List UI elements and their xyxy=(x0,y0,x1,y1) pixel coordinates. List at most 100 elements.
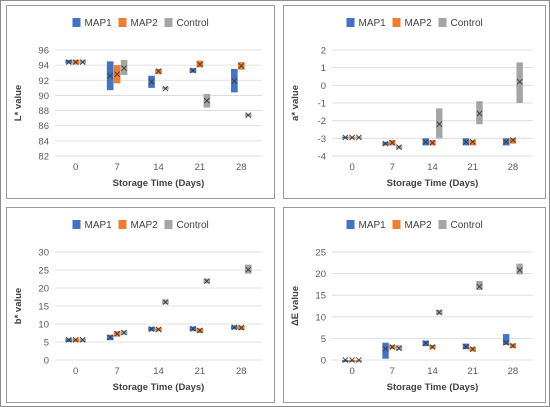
box-map1-7 xyxy=(382,342,389,359)
y-tick-label: 90 xyxy=(38,91,49,102)
box-map2-28 xyxy=(509,138,517,144)
mean-marker-map1-14 xyxy=(148,78,155,85)
mean-marker-map1-28 xyxy=(503,138,510,145)
x-tick-label: 21 xyxy=(467,366,478,377)
legend-swatch-map1 xyxy=(72,18,81,27)
mean-marker-map2-7 xyxy=(389,344,396,350)
mean-marker-map1-14 xyxy=(148,326,155,332)
y-tick-label: 20 xyxy=(38,284,49,295)
legend-label: MAP2 xyxy=(405,18,433,29)
mean-marker-map1-21 xyxy=(190,67,196,74)
mean-marker-control-14 xyxy=(436,121,443,128)
mean-marker-control-21 xyxy=(476,110,483,117)
x-tick-label: 28 xyxy=(236,366,247,377)
y-tick-label: 84 xyxy=(38,136,49,147)
mean-marker-map2-0 xyxy=(72,336,79,343)
mean-marker-map2-28 xyxy=(509,137,516,144)
mean-marker-map1-21 xyxy=(463,138,469,145)
box-control-7 xyxy=(395,345,403,351)
y-tick-label: 82 xyxy=(38,152,49,163)
y-tick-label: 20 xyxy=(315,269,326,280)
x-tick-label: 14 xyxy=(427,366,438,377)
x-tick-label: 7 xyxy=(390,366,395,377)
x-tick-label: 7 xyxy=(390,162,395,173)
legend-label: MAP2 xyxy=(131,220,159,231)
mean-marker-control-0 xyxy=(355,134,362,141)
legend-swatch-map1 xyxy=(346,18,355,27)
mean-marker-control-21 xyxy=(203,97,210,104)
x-tick-label: 0 xyxy=(349,162,354,173)
mean-marker-control-7 xyxy=(121,329,127,336)
y-tick-label: 25 xyxy=(315,248,326,259)
mean-marker-map1-28 xyxy=(503,339,510,346)
mean-marker-control-14 xyxy=(162,299,169,305)
mean-marker-map2-0 xyxy=(72,59,79,66)
x-tick-label: 14 xyxy=(427,162,438,173)
chart-b-value: 0 5 10 15 20 25 30 0 7 14 21 28 Storage Time (Days) b… xyxy=(6,207,275,403)
y-tick-label: 88 xyxy=(38,106,49,117)
box-map2-0 xyxy=(348,360,356,362)
mean-marker-map2-14 xyxy=(155,68,162,75)
mean-marker-map2-21 xyxy=(469,346,476,353)
box-control-0 xyxy=(355,360,363,362)
y-tick-label: 5 xyxy=(321,334,326,345)
legend-swatch-control xyxy=(164,18,173,27)
chart-a-value: -4 -3 -2 -1 0 1 2 0 7 14 21 28 Storage Time (Days) a*… xyxy=(283,5,546,199)
x-axis-title: Storage Time (Days) xyxy=(113,178,205,189)
legend-swatch-control xyxy=(164,220,173,229)
mean-marker-map1-0 xyxy=(342,357,349,363)
mean-marker-map2-14 xyxy=(155,326,162,333)
y-tick-label: -3 xyxy=(318,134,326,145)
mean-marker-control-7 xyxy=(396,144,402,151)
x-tick-label: 0 xyxy=(349,366,354,377)
legend-swatch-map2 xyxy=(118,18,127,27)
x-tick-label: 7 xyxy=(114,366,119,377)
legend-label: MAP2 xyxy=(405,220,433,231)
mean-marker-control-0 xyxy=(79,59,86,66)
mean-marker-map1-7 xyxy=(107,334,114,341)
legend-swatch-control xyxy=(438,220,447,229)
mean-marker-map1-7 xyxy=(107,72,114,79)
y-tick-label: 1 xyxy=(321,63,326,74)
y-tick-label: -4 xyxy=(318,152,326,163)
y-tick-label: 86 xyxy=(38,121,49,132)
mean-marker-map1-0 xyxy=(342,134,349,141)
x-tick-label: 28 xyxy=(508,366,519,377)
chart-l-value: 82 84 86 88 90 92 94 96 0 7 14 21 28 Storage Time (Da… xyxy=(6,5,275,199)
y-tick-label: -1 xyxy=(318,99,326,110)
mean-marker-map2-7 xyxy=(114,330,121,337)
mean-marker-control-0 xyxy=(79,336,86,343)
mean-marker-map2-28 xyxy=(509,342,516,349)
box-control-14 xyxy=(436,108,443,139)
mean-marker-control-7 xyxy=(396,345,402,352)
mean-marker-map1-28 xyxy=(231,324,238,331)
x-tick-label: 7 xyxy=(114,162,119,173)
legend-label: MAP2 xyxy=(131,18,159,29)
x-tick-label: 14 xyxy=(153,162,164,173)
mean-marker-map2-21 xyxy=(196,327,203,334)
x-tick-label: 21 xyxy=(467,162,478,173)
mean-marker-map2-14 xyxy=(429,139,436,146)
x-axis-title: Storage Time (Days) xyxy=(387,382,479,393)
mean-marker-map2-0 xyxy=(349,134,356,141)
x-tick-label: 21 xyxy=(195,366,206,377)
legend-label: Control xyxy=(177,220,209,231)
legend-label: MAP1 xyxy=(85,18,113,29)
y-tick-label: 15 xyxy=(38,302,49,313)
x-tick-label: 0 xyxy=(73,162,78,173)
y-tick-label: 5 xyxy=(44,338,49,349)
mean-marker-map1-14 xyxy=(422,138,429,145)
y-tick-label: 92 xyxy=(38,76,49,87)
box-map2-21 xyxy=(469,140,476,146)
legend-swatch-map2 xyxy=(392,220,401,229)
legend-swatch-map2 xyxy=(118,220,127,229)
x-tick-label: 28 xyxy=(508,162,519,173)
mean-marker-map2-0 xyxy=(349,357,356,363)
y-tick-label: 2 xyxy=(321,46,326,57)
legend-swatch-map2 xyxy=(392,18,401,27)
legend-label: MAP1 xyxy=(359,18,387,29)
y-tick-label: 10 xyxy=(315,312,326,323)
y-tick-label: 10 xyxy=(38,320,49,331)
x-tick-label: 21 xyxy=(195,162,206,173)
